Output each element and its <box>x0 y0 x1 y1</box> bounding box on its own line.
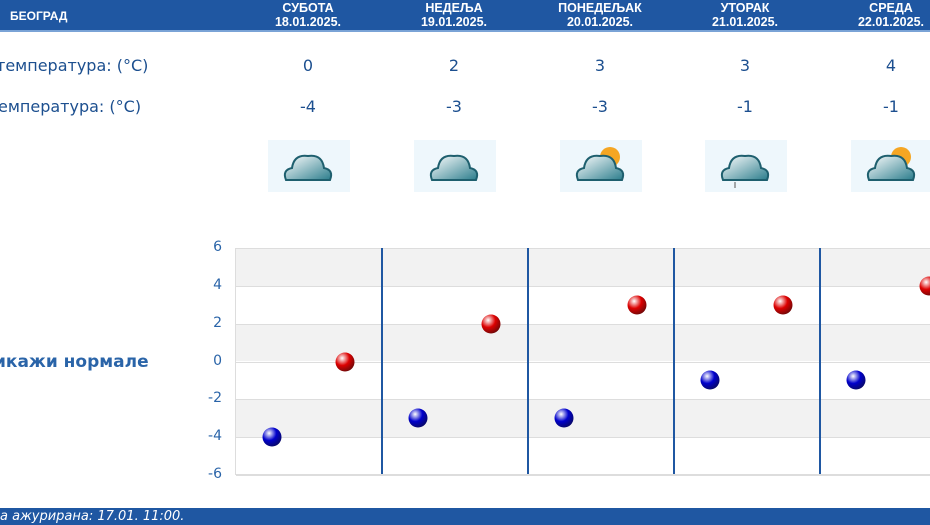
day-date: 20.01.2025. <box>566 15 634 29</box>
header-bar: БЕОГРАД СУБОТА 18.01.2025. НЕДЕЉА 19.01.202… <box>0 0 930 32</box>
gridline <box>236 437 930 439</box>
max-temp-value: 3 <box>739 56 751 75</box>
day-date: 21.01.2025. <box>711 15 779 29</box>
y-tick-label: -6 <box>208 466 222 482</box>
gridline <box>236 285 930 287</box>
day-divider <box>819 248 821 474</box>
day-date: 19.01.2025. <box>420 15 488 29</box>
day-header: СРЕДА 22.01.2025. <box>831 1 930 29</box>
max-temp-point <box>335 352 355 371</box>
y-tick-label: 4 <box>213 276 222 293</box>
day-date: 22.01.2025. <box>857 15 925 29</box>
day-header: НЕДЕЉА 19.01.2025. <box>394 1 514 29</box>
min-temp-value: -1 <box>737 97 753 116</box>
gridline <box>236 475 930 476</box>
day-divider <box>673 248 675 474</box>
day-name: НЕДЕЉА <box>425 1 483 15</box>
cloudy-icon <box>414 140 496 192</box>
max-temp-point <box>481 314 501 334</box>
gridline <box>236 361 930 363</box>
partly-sunny-icon <box>851 140 930 192</box>
max-temp-value: 2 <box>448 56 460 75</box>
min-temp-value: -1 <box>883 97 899 116</box>
max-temp-point <box>627 295 647 315</box>
show-normals-toggle[interactable]: икажи нормале <box>0 352 149 372</box>
gridline <box>236 323 930 325</box>
day-date: 18.01.2025. <box>274 15 342 29</box>
grid-band <box>236 399 930 438</box>
temperature-chart <box>235 248 930 476</box>
max-temp-point <box>919 276 930 296</box>
min-temp-value: -3 <box>446 97 462 116</box>
min-temp-value: -4 <box>300 97 316 116</box>
min-temp-point <box>700 370 720 390</box>
day-header: СУБОТА 18.01.2025. <box>248 1 368 29</box>
y-tick-label: 0 <box>213 352 222 369</box>
min-temp-value: -3 <box>592 97 608 116</box>
day-divider <box>381 248 383 474</box>
cloudy-light-rain-icon <box>705 140 787 192</box>
min-temp-label: емпература: (°C) <box>0 97 142 116</box>
gridline <box>236 399 930 401</box>
day-name: ПОНЕДЕЉАК <box>558 1 642 15</box>
max-temp-label: температура: (°C) <box>0 56 149 75</box>
day-name: СУБОТА <box>282 1 334 15</box>
weather-label: : <box>0 158 1 177</box>
min-temp-point <box>554 408 574 428</box>
update-footer: а ажурирана: 17.01. 11:00. <box>0 508 930 525</box>
gridline <box>236 248 930 249</box>
y-tick-label: -2 <box>208 390 222 407</box>
day-header: УТОРАК 21.01.2025. <box>685 1 805 29</box>
day-divider <box>527 248 529 474</box>
max-temp-value: 3 <box>594 56 606 75</box>
min-temp-point <box>408 408 428 428</box>
city-name: БЕОГРАД <box>10 9 68 23</box>
day-header: ПОНЕДЕЉАК 20.01.2025. <box>540 1 660 29</box>
max-temp-value: 0 <box>302 56 314 75</box>
y-tick-label: 6 <box>213 239 222 255</box>
min-temp-point <box>846 370 866 390</box>
day-name: УТОРАК <box>720 1 770 15</box>
min-temp-point <box>262 427 282 447</box>
cloudy-icon <box>268 140 350 192</box>
max-temp-point <box>773 295 793 315</box>
grid-band <box>236 248 930 286</box>
y-tick-label: 2 <box>213 314 222 331</box>
partly-sunny-showers-icon <box>560 140 642 192</box>
max-temp-value: 4 <box>885 56 897 75</box>
y-tick-label: -4 <box>208 428 222 445</box>
day-name: СРЕДА <box>869 1 913 15</box>
